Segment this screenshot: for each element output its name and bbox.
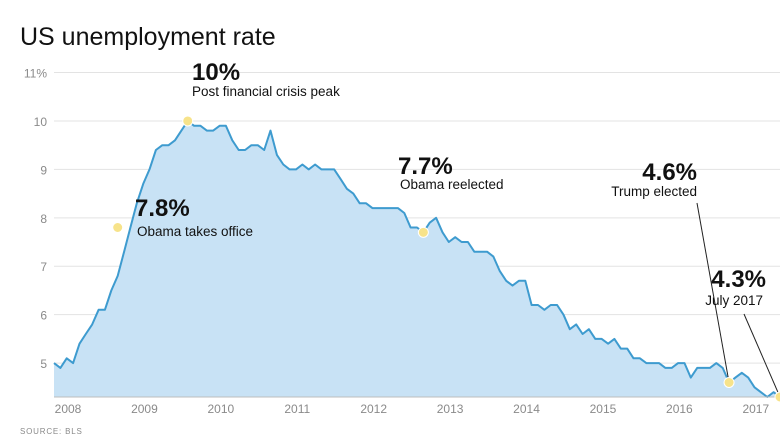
x-tick-label: 2012 <box>360 402 387 416</box>
annotation-label: July 2017 <box>705 293 763 308</box>
source-note: SOURCE: BLS <box>20 427 83 436</box>
annotation-value: 4.3% <box>711 266 766 293</box>
y-tick-label: 6 <box>40 309 47 323</box>
annotation-marker <box>774 391 780 403</box>
annotation-value: 10% <box>192 59 240 86</box>
y-tick-label: 10 <box>34 115 48 129</box>
annotation-label: Obama reelected <box>400 177 504 192</box>
x-tick-label: 2017 <box>742 402 769 416</box>
annotation-label: Post financial crisis peak <box>192 84 340 99</box>
annotation-marker <box>112 222 124 233</box>
x-axis-ticks: 2008 2009 2010 2011 2012 2013 2014 2015 2016 2017 <box>55 402 770 416</box>
y-tick-label: 8 <box>40 212 47 226</box>
y-tick-label: 5 <box>40 357 47 371</box>
y-tick-label: 9 <box>40 163 47 177</box>
annotation-label: Obama takes office <box>137 224 253 239</box>
annotation-leader <box>743 313 780 398</box>
annotation-marker <box>723 376 735 388</box>
annotation-value: 7.7% <box>398 153 453 180</box>
x-tick-label: 2015 <box>590 402 617 416</box>
x-tick-label: 2008 <box>55 402 82 416</box>
y-tick-label: 11% <box>24 67 47 81</box>
x-tick-label: 2013 <box>437 402 464 416</box>
annotation-leader <box>696 202 730 383</box>
x-tick-label: 2010 <box>207 402 234 416</box>
chart-title: US unemployment rate <box>20 23 276 51</box>
x-tick-label: 2016 <box>666 402 693 416</box>
area-series <box>53 120 780 398</box>
area-fill <box>54 121 780 397</box>
annotation-marker <box>182 115 194 127</box>
x-tick-label: 2011 <box>284 402 310 416</box>
y-tick-label: 7 <box>40 260 47 274</box>
annotation-value: 4.6% <box>642 159 697 186</box>
series-line <box>53 120 780 398</box>
x-tick-label: 2014 <box>513 402 540 416</box>
annotation-marker <box>417 226 429 238</box>
annotation-label: Trump elected <box>611 184 697 199</box>
annotation-value: 7.8% <box>135 195 190 222</box>
annotations: 7.8% Obama takes office 10%Post financial … <box>112 59 780 403</box>
x-tick-label: 2009 <box>131 402 158 416</box>
y-axis-ticks: 5 6 7 8 9 10 11% <box>24 67 47 372</box>
